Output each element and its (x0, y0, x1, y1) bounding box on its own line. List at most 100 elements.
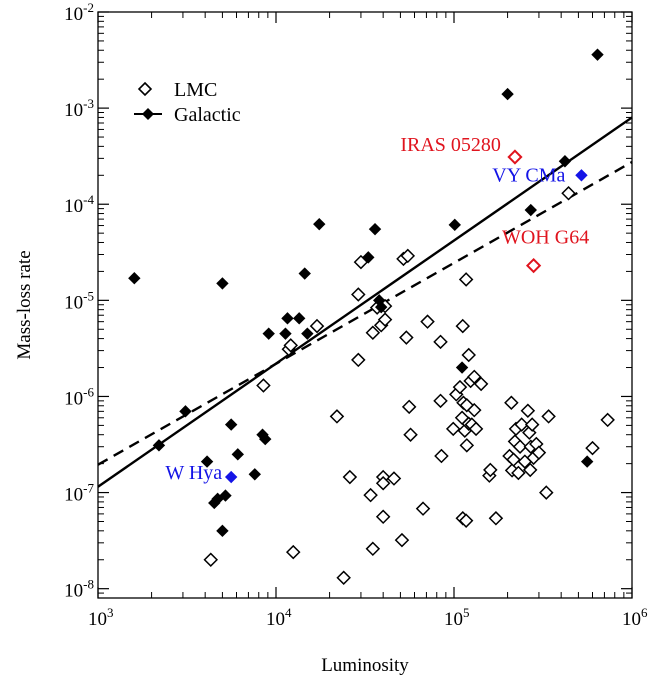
lmc-point (459, 397, 475, 413)
lmc-point (399, 330, 414, 345)
galactic-point (591, 48, 604, 61)
galactic-point (281, 312, 294, 325)
legend-lmc-marker (137, 81, 153, 97)
galactic-point (279, 327, 292, 340)
lmc-point (365, 541, 381, 557)
lmc-point (203, 552, 219, 568)
w-hya-point (224, 470, 238, 484)
lmc-point (403, 427, 418, 442)
galactic-point (216, 277, 229, 290)
x-axis-label: Luminosity (321, 655, 409, 676)
y-tick-label: 10-6 (64, 384, 94, 409)
galactic-point (211, 492, 224, 506)
woh-g64-label: WOH G64 (502, 227, 589, 249)
lmc-point (386, 471, 402, 486)
lmc-point (400, 248, 416, 264)
lmc-point (467, 369, 482, 385)
galactic-point (455, 361, 469, 374)
legend-galactic-label: Galactic (174, 104, 241, 126)
lmc-point (541, 409, 556, 424)
lmc-point (461, 347, 476, 363)
y-axis-label: Mass-loss rate (14, 250, 35, 359)
lmc-point (520, 403, 536, 419)
lmc-point (394, 532, 410, 548)
x-tick-label: 106 (622, 605, 648, 630)
galactic-point (580, 455, 594, 468)
y-tick-label: 10-7 (64, 481, 94, 506)
lmc-point (488, 511, 504, 526)
lmc-point (377, 312, 393, 327)
y-tick-label: 10-4 (64, 192, 94, 217)
lmc-point (375, 475, 391, 491)
galactic-point (558, 155, 572, 168)
lmc-point (561, 186, 576, 201)
lmc-point (365, 325, 381, 341)
legend: LMC Galactic (134, 79, 241, 126)
lmc-point (342, 469, 358, 485)
x-tick-label: 104 (266, 605, 292, 630)
x-tick-label: 103 (88, 605, 114, 630)
galactic-point (301, 327, 314, 340)
x-tick-label: 105 (444, 605, 470, 630)
legend-galactic-marker (142, 108, 154, 120)
lmc-point (473, 376, 489, 392)
lmc-point (514, 417, 529, 432)
lmc-point (329, 409, 345, 424)
w-hya-label: W Hya (165, 462, 222, 484)
galactic-point (219, 489, 232, 502)
galactic-point (292, 312, 306, 325)
legend-lmc-label: LMC (174, 79, 217, 101)
lmc-point (468, 421, 484, 437)
galactic-point (375, 300, 388, 314)
data-points (128, 48, 615, 585)
lmc-point (504, 395, 519, 411)
galactic-point (231, 448, 244, 461)
lmc-point (531, 445, 547, 460)
galactic-point (224, 418, 238, 431)
lmc-point (433, 334, 448, 350)
lmc-point (522, 462, 538, 478)
vy-cma-point (575, 169, 588, 182)
galactic-point (362, 251, 375, 264)
lmc-point (522, 425, 537, 440)
lmc-point (351, 287, 366, 302)
lmc-point (351, 352, 366, 368)
fit-lines (97, 116, 633, 488)
lmc-point (420, 314, 435, 329)
galactic-point (298, 267, 311, 280)
lmc-point (256, 378, 271, 393)
lmc-point (458, 272, 474, 287)
galactic-point (259, 432, 272, 446)
galactic-point (313, 217, 326, 231)
vy-cma-label: VY CMa (492, 164, 565, 186)
fit-line-dashed (97, 160, 633, 466)
lmc-point (285, 544, 301, 560)
galactic-point (179, 405, 192, 418)
iras-05280-point (507, 149, 523, 165)
galactic-point (262, 327, 275, 340)
tick-labels: 103 104 105 106 10-8 10-7 10-6 10-5 10-4 10-3 10-2 (64, 0, 648, 630)
star-annotations: IRAS 05280 WOH G64 VY CMa W Hya (165, 134, 589, 484)
lmc-point (452, 379, 468, 395)
galactic-point (368, 222, 382, 236)
lmc-point (459, 438, 475, 453)
fit-line-solid (97, 116, 633, 488)
lmc-point (445, 421, 461, 437)
lmc-point (375, 509, 391, 525)
lmc-point (309, 318, 325, 334)
lmc-point (455, 318, 471, 334)
woh-g64-point (525, 257, 542, 274)
galactic-point (152, 439, 166, 452)
lmc-point (401, 399, 417, 415)
lmc-point (506, 452, 521, 467)
galactic-point (524, 203, 537, 217)
lmc-point (483, 462, 498, 478)
lmc-point (600, 412, 615, 428)
lmc-point (433, 393, 448, 409)
lmc-point (363, 487, 378, 503)
galactic-point (501, 87, 514, 101)
lmc-point (283, 338, 298, 353)
lmc-point (539, 485, 554, 500)
lmc-point (512, 439, 528, 454)
